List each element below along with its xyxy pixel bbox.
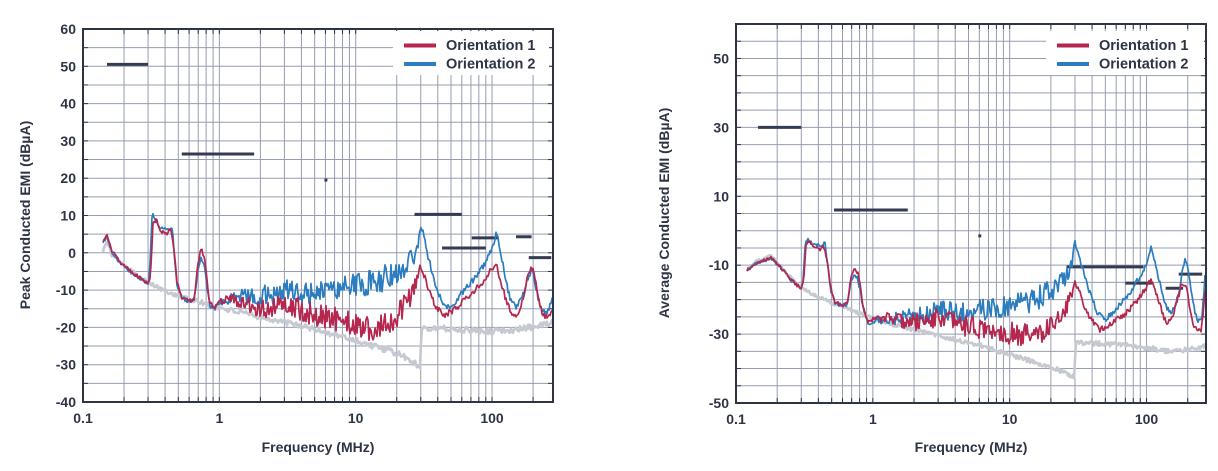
x-tick-label: 1 [215,410,223,426]
x-tick-label: 10 [348,410,364,426]
legend-label-orientation-1: Orientation 1 [1099,38,1188,54]
plot-frame [82,28,554,403]
emi-limit-lines [758,125,1203,290]
legend-label-orientation-2: Orientation 2 [1099,57,1188,73]
y-axis-title: Peak Conducted EMI (dBµA) [17,121,33,310]
y-tick-label: -40 [56,394,76,410]
x-tick-label: 0.1 [726,411,746,427]
y-tick-label: 40 [60,96,76,112]
x-tick-label: 10 [1002,411,1018,427]
series-orientation1 [746,240,1206,347]
y-tick-label: 20 [60,170,76,186]
y-tick-label: 50 [60,58,76,74]
series-orientation2 [746,237,1206,326]
x-tick-label: 1 [869,411,877,427]
y-tick-label: 60 [60,21,76,37]
grid [736,24,1206,403]
series-noise-floor [746,254,1206,380]
y-tick-label: -30 [709,326,729,342]
legend-box [1046,31,1204,75]
y-tick-label: -20 [56,319,76,335]
y-tick-label: -30 [56,357,76,373]
x-tick-label: 100 [1135,411,1159,427]
y-tick-label: 50 [713,50,729,66]
legend: Orientation 1 Orientation 2 [1046,31,1204,75]
series-orientation2 [102,212,553,315]
legend: Orientation 1 Orientation 2 [393,31,549,75]
x-tick-label: 0.1 [73,410,93,426]
series-orientation1 [102,218,553,342]
y-tick-label: -10 [709,257,729,273]
series-noise-floor [101,240,553,370]
y-tick-label: -50 [709,395,729,411]
x-axis-title: Frequency (MHz) [262,439,375,455]
y-tick-label: 30 [713,119,729,135]
emi-limit-lines [107,62,552,260]
legend-label-orientation-1: Orientation 1 [446,38,535,54]
legend-label-orientation-2: Orientation 2 [446,57,535,73]
y-tick-label: 10 [713,188,729,204]
plot-frame [735,23,1207,404]
legend-box [393,31,549,75]
figure-annotations: Peak Conducted EMI (dBµA) Frequency (MHz… [17,31,1204,455]
x-tick-label: 100 [480,410,504,426]
x-axis-title: Frequency (MHz) [915,439,1028,455]
y-tick-label: -10 [56,282,76,298]
y-tick-label: 0 [68,245,76,261]
y-tick-label: 30 [60,133,76,149]
chart-average-conducted-emi: 50 30 10 -10 -30 -500.1 1 10 100 [709,23,1207,427]
y-tick-label: 10 [60,208,76,224]
y-axis-title: Average Conducted EMI (dBµA) [656,108,672,319]
